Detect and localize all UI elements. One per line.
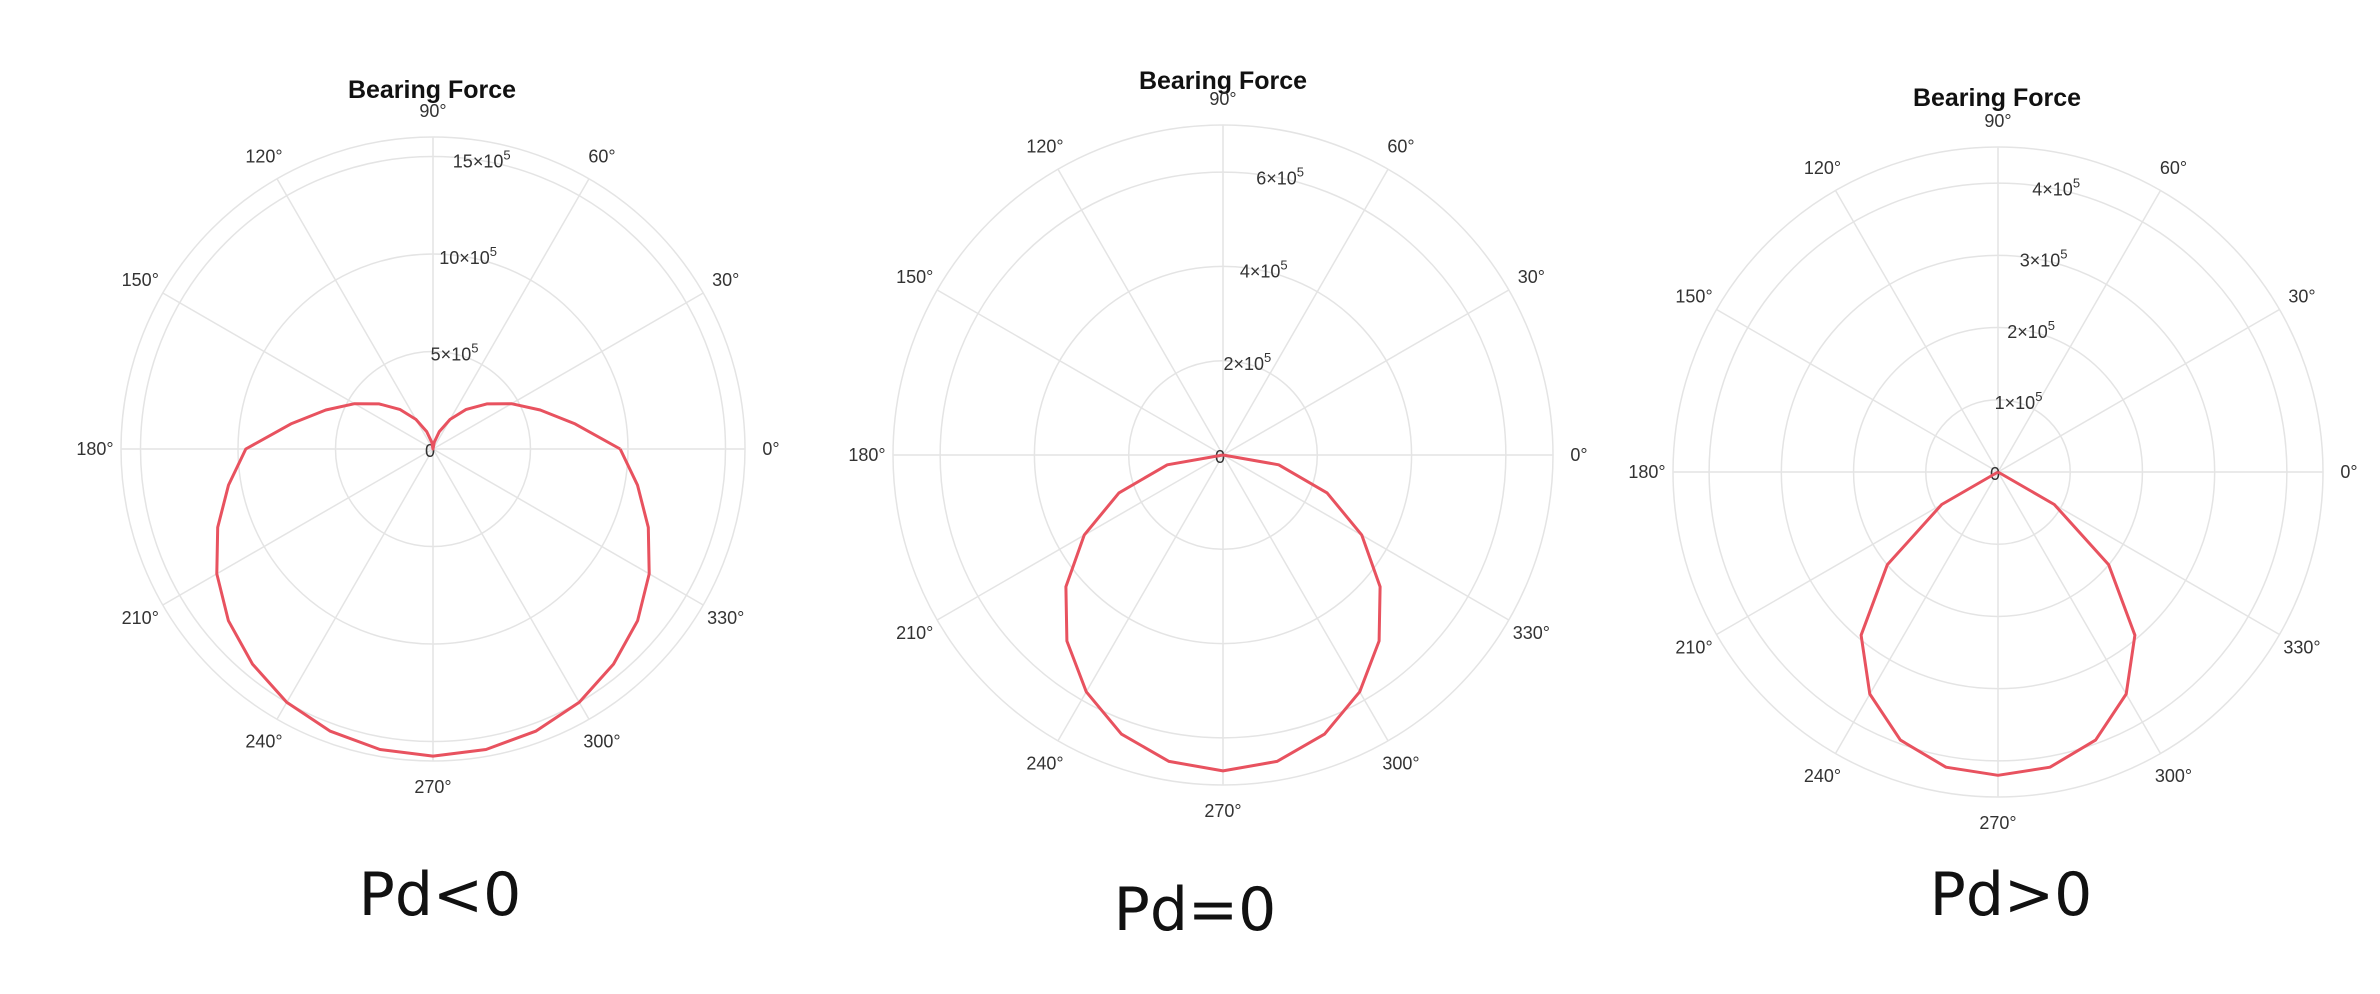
angle-tick-label: 330°	[707, 608, 744, 628]
angular-gridline	[936, 454, 1224, 621]
angle-tick-label: 120°	[1026, 137, 1063, 157]
angular-gridline	[432, 448, 590, 720]
angular-gridline	[1997, 471, 2162, 754]
angle-tick-label: 150°	[122, 270, 159, 290]
radial-tick-label: 2×105	[2007, 318, 2055, 342]
angular-gridline	[276, 178, 434, 450]
chart-caption: Pd>0	[1929, 860, 2093, 930]
angle-tick-label: 270°	[1204, 801, 1241, 821]
angle-tick-label: 150°	[1675, 287, 1712, 307]
angle-tick-label: 180°	[76, 439, 113, 459]
angle-tick-label: 90°	[1209, 89, 1236, 109]
angular-gridline	[162, 448, 434, 606]
polar-chart-pd-positive: Bearing Force 0° 30° 60° 90° 120° 150° 180° 210…	[1600, 0, 2380, 994]
angle-tick-label: 300°	[583, 732, 620, 752]
angular-gridline	[936, 289, 1224, 456]
angle-tick-label: 210°	[1675, 638, 1712, 658]
angle-tick-label: 240°	[245, 732, 282, 752]
chart-title: Bearing Force	[1912, 84, 2082, 112]
polar-plot: 0° 30° 60° 90° 120° 150° 180° 210° 240° 270° 300° 3…	[76, 101, 779, 797]
radial-tick-label: 4×105	[2032, 175, 2080, 199]
polar-chart-pd-negative: Bearing Force 0° 30° 60° 90° 120° 150° 180° 210…	[0, 0, 820, 994]
angular-gridline	[1222, 289, 1510, 456]
angle-tick-label: 90°	[1984, 111, 2011, 131]
chart-title: Bearing Force	[347, 76, 517, 104]
angular-gridline	[276, 448, 434, 720]
angle-tick-label: 30°	[2288, 287, 2315, 307]
angle-tick-label: 180°	[1628, 462, 1665, 482]
radial-tick-label: 15×105	[453, 147, 511, 171]
radial-tick-label: 0	[425, 441, 435, 461]
angular-gridline	[1057, 168, 1224, 456]
radial-tick-label: 3×105	[2020, 247, 2068, 271]
angle-tick-label: 210°	[122, 608, 159, 628]
angle-tick-label: 240°	[1026, 753, 1063, 773]
angular-gridline	[432, 178, 590, 450]
angle-tick-label: 330°	[2283, 638, 2320, 658]
angle-tick-label: 60°	[588, 146, 615, 166]
angular-gridline	[432, 292, 704, 450]
angle-tick-label: 90°	[419, 101, 446, 121]
angle-tick-label: 270°	[1979, 813, 2016, 833]
angular-gridline	[1222, 454, 1389, 742]
radial-tick-label: 1×105	[1995, 389, 2043, 413]
angle-tick-label: 300°	[2155, 766, 2192, 786]
angle-tick-label: 0°	[1570, 445, 1587, 465]
angle-tick-label: 0°	[2340, 462, 2357, 482]
angle-tick-label: 300°	[1382, 753, 1419, 773]
angular-gridline	[1222, 168, 1389, 456]
polar-chart-pd-zero: Bearing Force 0° 30° 60° 90° 120° 150° 180° 210…	[820, 0, 1600, 994]
angle-tick-label: 120°	[1804, 158, 1841, 178]
angle-tick-label: 210°	[896, 623, 933, 643]
angle-tick-label: 120°	[245, 146, 282, 166]
angle-tick-label: 240°	[1804, 766, 1841, 786]
angular-gridline	[432, 448, 704, 606]
radial-tick-label: 10×105	[439, 244, 497, 268]
chart-caption: Pd<0	[358, 860, 522, 930]
chart-title: Bearing Force	[1138, 67, 1308, 95]
angle-tick-label: 30°	[1518, 267, 1545, 287]
angular-gridline	[1997, 308, 2280, 473]
polar-plot: 0° 30° 60° 90° 120° 150° 180° 210° 240° 270° 300° 3…	[1628, 111, 2357, 833]
radial-tick-label: 2×105	[1223, 350, 1271, 374]
bearing-force-series-line	[215, 402, 651, 758]
angle-tick-label: 150°	[896, 267, 933, 287]
angle-tick-label: 330°	[1513, 623, 1550, 643]
angle-tick-label: 0°	[762, 439, 779, 459]
angle-tick-label: 60°	[1387, 137, 1414, 157]
radial-tick-label: 4×105	[1240, 257, 1288, 281]
bearing-force-series-line	[1859, 470, 2137, 777]
radial-tick-label: 5×105	[431, 340, 479, 364]
angular-gridline	[1716, 308, 1999, 473]
polar-plot: 0° 30° 60° 90° 120° 150° 180° 210° 240° 270° 300° 3…	[848, 89, 1587, 821]
angular-gridline	[162, 292, 434, 450]
angle-tick-label: 30°	[712, 270, 739, 290]
angular-gridline	[1834, 471, 1999, 754]
angular-gridline	[1834, 190, 1999, 473]
chart-caption: Pd=0	[1113, 875, 1277, 945]
angle-tick-label: 270°	[414, 777, 451, 797]
bearing-force-series-line	[1064, 453, 1382, 773]
angle-tick-label: 180°	[848, 445, 885, 465]
radial-tick-label: 6×105	[1256, 164, 1304, 188]
angular-gridline	[1997, 190, 2162, 473]
angle-tick-label: 60°	[2160, 158, 2187, 178]
angular-gridline	[1057, 454, 1224, 742]
angular-gridline	[1222, 454, 1510, 621]
